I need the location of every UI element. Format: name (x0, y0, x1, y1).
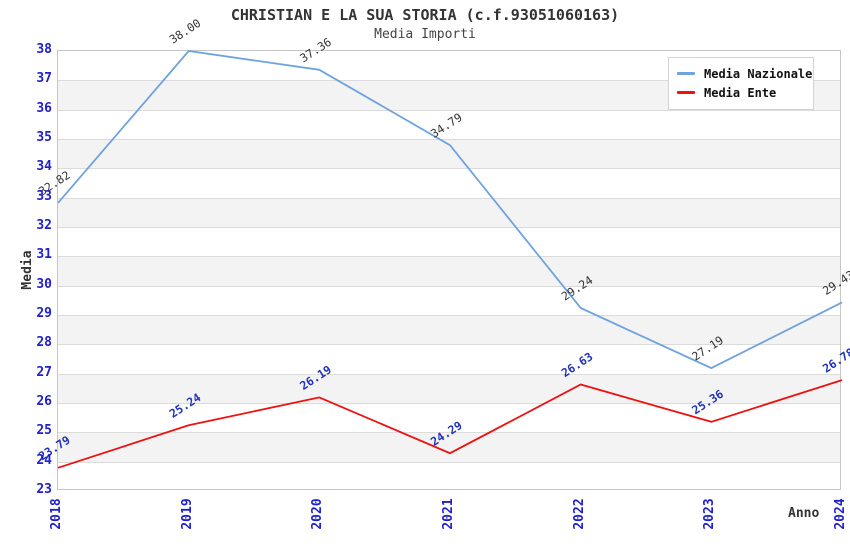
gridline (58, 227, 840, 228)
plot-stripe (58, 432, 840, 462)
y-tick-label: 33 (36, 188, 52, 204)
legend-label: Media Ente (704, 85, 777, 100)
x-tick-label: 2020 (310, 498, 326, 530)
x-tick-label: 2024 (833, 498, 848, 530)
chart-title: CHRISTIAN E LA SUA STORIA (c.f.930510601… (230, 6, 620, 24)
gridline (58, 403, 840, 404)
data-point-label: 25.36 (689, 387, 726, 418)
gridline (58, 109, 840, 111)
plot-area: 32.82 38.00 37.36 34.79 29.24 27.19 29.43 23.79… (36, 16, 850, 490)
series-line (57, 50, 843, 370)
x-tick-label: 2022 (571, 498, 587, 530)
data-point-label: 26.19 (297, 362, 334, 393)
gridline (58, 344, 840, 346)
y-tick-label: 37 (36, 71, 52, 87)
legend: Media Nazionale Media Ente (668, 57, 814, 110)
series-lines: 32.8238.0037.3634.7929.2427.1929.4323.79… (36, 16, 850, 469)
y-tick-label: 32 (36, 218, 52, 233)
gridline (58, 461, 840, 463)
chart-subtitle: Media Importi (374, 27, 476, 42)
y-tick-label: 31 (36, 247, 52, 263)
gridline (58, 373, 840, 375)
data-point-label: 34.79 (428, 110, 465, 141)
y-tick-label: 35 (36, 130, 52, 145)
data-point-label: 25.24 (167, 390, 204, 421)
y-tick-label: 27 (36, 364, 52, 380)
x-tick-label: 2019 (179, 498, 195, 530)
gridline (58, 432, 840, 434)
y-tick-label: 29 (36, 306, 52, 321)
data-point-label: 27.19 (689, 333, 726, 364)
gridline (58, 139, 840, 140)
legend-item: Media Ente (677, 83, 805, 102)
legend-line-swatch (677, 91, 695, 94)
gridline (58, 197, 840, 199)
y-tick-label: 23 (36, 482, 52, 497)
x-tick-label: 2021 (441, 498, 456, 530)
y-tick-label: 25 (36, 423, 52, 439)
y-tick-label: 36 (36, 100, 52, 116)
gridline (58, 315, 840, 316)
data-point-label: 29.24 (559, 273, 596, 304)
data-point-label: 26.63 (559, 349, 596, 380)
plot-stripe (58, 256, 840, 286)
plot-stripe (58, 373, 840, 403)
data-point-label: 24.29 (428, 418, 465, 449)
y-tick-label: 30 (36, 276, 52, 292)
y-tick-label: 34 (36, 159, 52, 175)
gridline (58, 285, 840, 287)
x-tick-label: 2023 (702, 498, 718, 530)
legend-line-swatch (677, 72, 695, 75)
y-tick-label: 26 (36, 394, 52, 409)
gridline (58, 168, 840, 170)
legend-label: Media Nazionale (704, 66, 813, 81)
gridline (58, 80, 840, 82)
series-line (57, 379, 843, 469)
plot-stripe (58, 315, 840, 345)
data-point-label: 29.43 (820, 267, 850, 298)
y-tick-label: 24 (36, 452, 52, 468)
gridline (58, 256, 840, 258)
y-tick-label: 38 (36, 42, 52, 57)
plot-stripe (58, 197, 840, 227)
data-point-label: 26.78 (820, 345, 850, 376)
y-tick-label: 28 (36, 335, 52, 351)
x-axis-title: Anno (788, 506, 820, 521)
x-tick-label: 2018 (49, 498, 64, 530)
legend-item: Media Nazionale (677, 64, 812, 83)
